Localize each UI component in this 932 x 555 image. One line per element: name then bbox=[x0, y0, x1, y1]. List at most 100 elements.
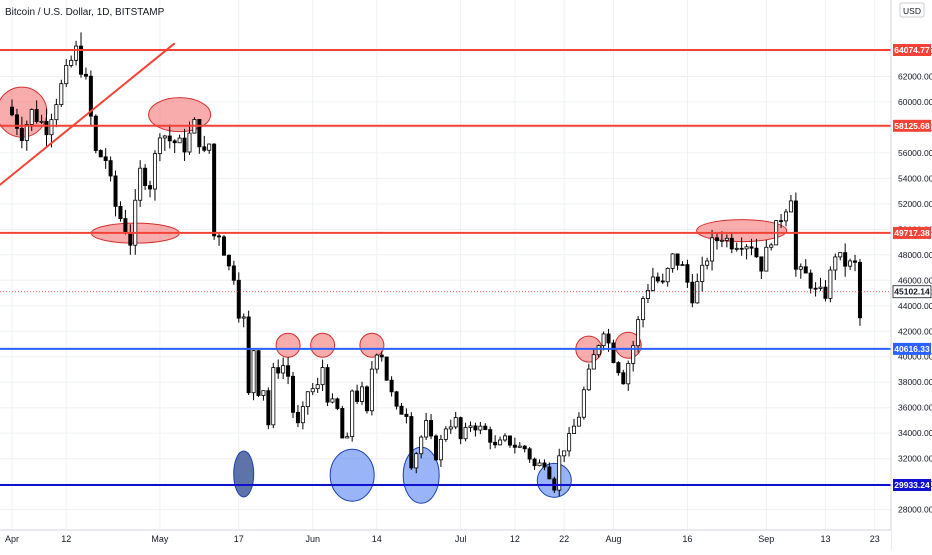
candle-body-down bbox=[404, 413, 409, 417]
candle-body-down bbox=[44, 120, 49, 136]
candle-body-down bbox=[616, 362, 621, 374]
time-tick-label: 14 bbox=[372, 534, 382, 544]
candle-body-up bbox=[576, 416, 581, 427]
candle-body-up bbox=[24, 124, 29, 141]
candle-body-down bbox=[19, 127, 24, 141]
time-axis-background bbox=[0, 530, 891, 550]
candle-body-up bbox=[271, 367, 276, 426]
ascending-trendline bbox=[0, 42, 176, 187]
candle-body-up bbox=[734, 247, 739, 250]
candle-body-up bbox=[636, 319, 641, 347]
candle-body-up bbox=[350, 390, 355, 437]
candle-body-down bbox=[823, 286, 828, 299]
time-tick-label: Apr bbox=[5, 534, 19, 544]
time-tick-label: Sep bbox=[758, 534, 774, 544]
candle-body-up bbox=[591, 354, 596, 370]
candle-body-down bbox=[542, 462, 547, 468]
candle-body-down bbox=[384, 356, 389, 381]
candle-body-up bbox=[705, 260, 710, 266]
candle-body-down bbox=[399, 405, 404, 415]
candle-body-down bbox=[113, 175, 118, 207]
currency-button-frame bbox=[899, 2, 925, 18]
trendlines bbox=[0, 42, 176, 187]
price-tick-label: 34000.00 bbox=[898, 428, 932, 438]
support-zone-marker bbox=[329, 448, 375, 502]
candle-body-down bbox=[394, 391, 399, 407]
candle-body-down bbox=[98, 150, 103, 158]
candle-body-down bbox=[843, 252, 848, 267]
price-tick-label: 60000.00 bbox=[898, 97, 932, 107]
candle-body-up bbox=[502, 435, 507, 441]
candle-body-down bbox=[123, 218, 128, 234]
candle-body-down bbox=[83, 73, 88, 77]
candle-body-up bbox=[537, 462, 542, 467]
candle-body-up bbox=[798, 266, 803, 270]
resistance-zone-marker bbox=[275, 332, 301, 358]
resistance-level-badge bbox=[893, 226, 931, 239]
candle-body-down bbox=[355, 390, 360, 402]
candle-body-up bbox=[572, 425, 577, 435]
candle-body-down bbox=[389, 379, 394, 393]
candle-body-down bbox=[212, 143, 217, 237]
candle-body-down bbox=[79, 45, 84, 75]
candle-body-up bbox=[517, 445, 522, 448]
level-badge-label: 29933.24 bbox=[894, 480, 930, 490]
candle-body-up bbox=[419, 436, 424, 455]
candle-body-up bbox=[29, 109, 34, 125]
candle-body-down bbox=[286, 365, 291, 377]
candle-body-down bbox=[803, 266, 808, 274]
candle-body-down bbox=[364, 386, 369, 412]
candle-body-up bbox=[305, 391, 310, 408]
candle-body-up bbox=[177, 137, 182, 144]
candle-body-down bbox=[172, 140, 177, 144]
candle-body-down bbox=[14, 114, 19, 129]
time-tick-label: Jun bbox=[305, 534, 320, 544]
candle-body-down bbox=[103, 156, 108, 162]
candle-body-down bbox=[749, 246, 754, 249]
candle-body-down bbox=[512, 444, 517, 448]
candle-body-up bbox=[330, 398, 335, 403]
candle-body-down bbox=[325, 367, 330, 403]
candle-body-up bbox=[478, 425, 483, 431]
time-axis[interactable]: Apr 12 May 17 Jun 14 Jul 12 22 Aug 16 Sep 13 23 bbox=[5, 534, 880, 544]
candle-body-down bbox=[335, 398, 340, 409]
support_dark-level-badge bbox=[893, 478, 931, 491]
candle-body-down bbox=[429, 420, 434, 437]
candle-body-up bbox=[784, 211, 789, 222]
currency-button[interactable]: USD bbox=[899, 2, 925, 18]
candle-body-down bbox=[118, 206, 123, 219]
price-tick-label: 54000.00 bbox=[898, 173, 932, 183]
candle-body-up bbox=[695, 281, 700, 304]
candle-body-down bbox=[527, 448, 532, 460]
candle-body-up bbox=[54, 104, 59, 121]
candle-body-down bbox=[739, 247, 744, 250]
candle-body-up bbox=[414, 453, 419, 469]
candle-body-up bbox=[59, 83, 64, 106]
candle-body-up bbox=[665, 267, 670, 283]
candle-body-up bbox=[650, 276, 655, 291]
time-tick-label: 23 bbox=[870, 534, 880, 544]
candle-body-up bbox=[162, 135, 167, 139]
candle-body-up bbox=[152, 153, 157, 190]
current-price-label: 45102.14 bbox=[894, 287, 930, 297]
level-badge-label: 58125.68 bbox=[894, 121, 930, 131]
candle-body-down bbox=[853, 260, 858, 263]
candle-body-up bbox=[241, 316, 246, 319]
time-tick-label: Jul bbox=[455, 534, 467, 544]
candle-body-up bbox=[631, 345, 636, 364]
candle-body-down bbox=[409, 416, 414, 469]
support_light-level-badge bbox=[893, 342, 931, 355]
candle-body-up bbox=[49, 119, 54, 136]
candle-body-up bbox=[626, 363, 631, 385]
resistance-zone-marker bbox=[310, 332, 336, 358]
candle-body-up bbox=[670, 253, 675, 269]
support-zone-marker bbox=[233, 450, 255, 498]
candle-body-down bbox=[813, 287, 818, 290]
candle-body-down bbox=[532, 458, 537, 467]
candle-body-up bbox=[601, 333, 606, 347]
price-levels bbox=[0, 49, 891, 486]
candle-body-down bbox=[236, 279, 241, 319]
